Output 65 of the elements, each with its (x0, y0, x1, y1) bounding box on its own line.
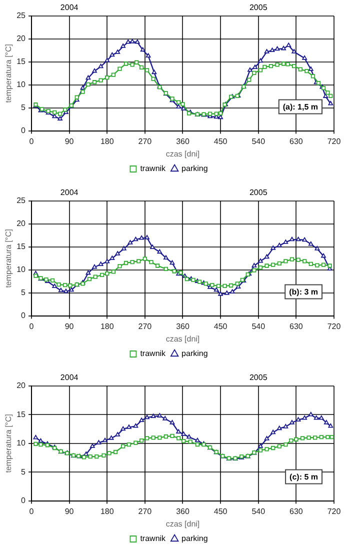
x-tick-label: 180 (100, 136, 114, 146)
x-tick-label: 540 (252, 322, 266, 331)
x-tick-label: 540 (252, 136, 266, 146)
x-tick-label: 630 (290, 506, 304, 516)
x-tick-label: 450 (214, 506, 228, 516)
x-tick-label: 360 (176, 322, 190, 331)
legend-label: trawnik (140, 349, 167, 358)
y-axis-title: temperatura [°C] (4, 44, 14, 103)
y-tick-label: 10 (16, 438, 26, 448)
text: 2004 (60, 3, 79, 12)
x-tick-label: 360 (176, 506, 190, 516)
legend-label: parking (182, 349, 208, 358)
y-tick-label: 5 (21, 288, 26, 298)
x-tick-label: 90 (64, 322, 74, 331)
y-tick-label: 5 (21, 467, 26, 476)
y-tick-label: 10 (16, 80, 26, 90)
y-axis-title: temperatura [°C] (4, 414, 14, 473)
annotation: (c): 5 m (290, 472, 318, 482)
x-tick-label: 90 (64, 136, 74, 146)
x-tick-label: 0 (29, 136, 34, 146)
x-tick-label: 720 (327, 136, 342, 146)
x-tick-label: 360 (176, 136, 190, 146)
y-tick-label: 25 (16, 196, 26, 206)
y-tick-label: 25 (16, 11, 26, 20)
x-tick-label: 0 (29, 506, 34, 516)
annotation: (b): 3 m (289, 288, 318, 297)
y-tick-label: 15 (16, 242, 26, 252)
text: 2005 (249, 3, 268, 12)
legend-label: trawnik (140, 534, 167, 544)
y-tick-label: 20 (16, 219, 26, 228)
text: 2004 (60, 188, 79, 198)
annotation: (a): 1,5 m (282, 102, 318, 112)
x-axis-title: czas [dni] (166, 334, 200, 344)
legend-label: parking (182, 164, 208, 174)
x-tick-label: 180 (100, 322, 114, 331)
y-tick-label: 10 (16, 265, 26, 274)
y-tick-label: 0 (21, 126, 26, 136)
x-axis-title: czas [dni] (166, 149, 200, 158)
x-tick-label: 270 (138, 506, 152, 516)
x-tick-label: 630 (290, 136, 304, 146)
y-tick-label: 20 (16, 381, 26, 390)
x-tick-label: 270 (138, 322, 152, 331)
x-tick-label: 270 (138, 136, 152, 146)
y-tick-label: 0 (21, 496, 26, 506)
x-tick-label: 450 (214, 136, 228, 146)
x-tick-label: 540 (252, 506, 266, 516)
x-tick-label: 90 (64, 506, 74, 516)
x-tick-label: 720 (327, 506, 342, 516)
legend-label: trawnik (140, 164, 167, 174)
y-tick-label: 15 (16, 57, 26, 66)
x-tick-label: 630 (290, 322, 304, 331)
x-tick-label: 180 (100, 506, 114, 516)
x-tick-label: 450 (214, 322, 228, 331)
x-tick-label: 720 (327, 322, 342, 331)
x-axis-title: czas [dni] (166, 519, 200, 528)
text: 2005 (249, 188, 268, 198)
y-tick-label: 20 (16, 34, 26, 44)
y-tick-label: 15 (16, 410, 26, 419)
text: 2005 (249, 373, 268, 382)
x-tick-label: 0 (29, 322, 34, 331)
y-tick-label: 5 (21, 103, 26, 112)
text: 2004 (60, 373, 79, 382)
legend-label: parking (182, 534, 208, 544)
y-tick-label: 0 (21, 311, 26, 320)
y-axis-title: temperatura [°C] (4, 229, 14, 288)
